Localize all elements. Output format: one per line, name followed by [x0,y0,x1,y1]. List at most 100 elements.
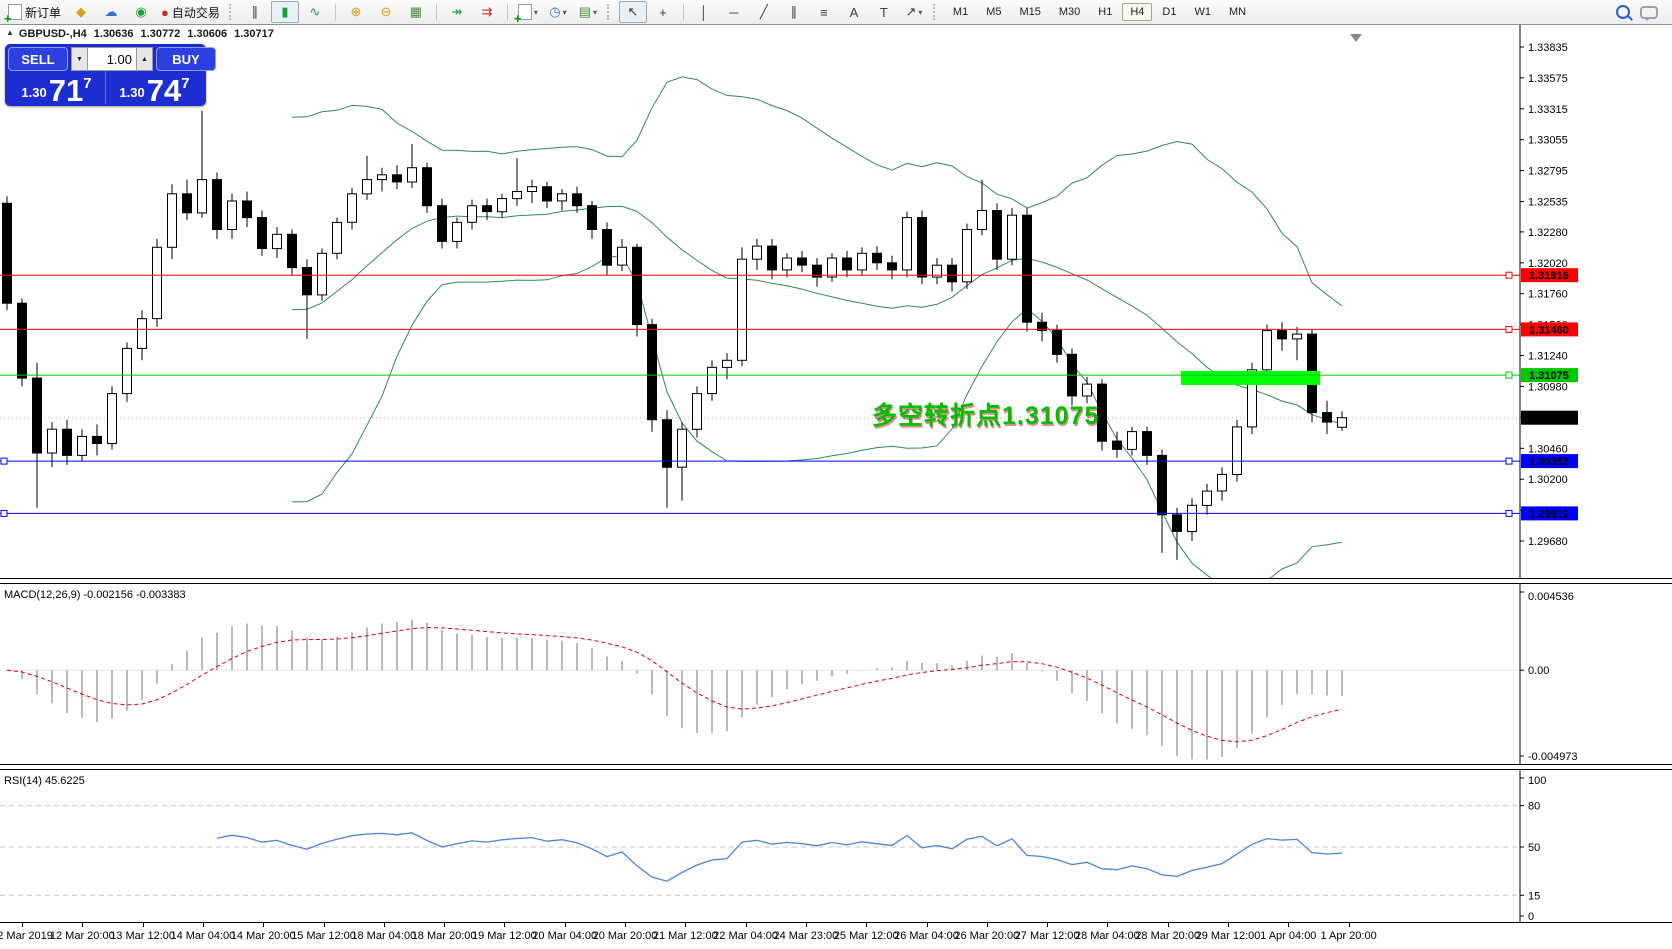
trendline-button[interactable]: ╱ [750,1,778,23]
current-price-tag: 1.30717 [1521,410,1578,425]
candle [182,193,192,214]
timeframe-m1[interactable]: M1 [952,6,969,18]
periods-button[interactable]: ◷ ▾ [544,1,572,23]
timeframe-m5[interactable]: M5 [986,6,1002,18]
candle [1247,369,1257,428]
text-label-button[interactable]: T [870,1,898,23]
volume-input[interactable] [88,47,136,71]
fibonacci-button[interactable]: ≡ [810,1,838,23]
line-handle[interactable] [0,457,8,465]
svg-text:1.29912: 1.29912 [1529,508,1569,520]
candle [257,217,267,250]
bollinger-upper-band[interactable] [291,76,1343,307]
arrows-button[interactable]: ↗ ▾ [900,1,928,23]
zoom-out-button[interactable]: ⊖ [372,1,400,23]
community-button[interactable]: ☁ [97,1,125,23]
candle [887,262,897,271]
candle [1127,431,1137,450]
time-tick [82,923,84,927]
vertical-line-button[interactable]: │ [690,1,718,23]
chart-annotation-text[interactable]: 多空转折点1.31075 [872,402,1100,430]
chart-shift-marker[interactable] [1350,34,1362,42]
candle [467,205,477,223]
templates-button[interactable]: ▤ ▾ [574,1,602,23]
timeframe-h4[interactable]: H4 [1122,3,1153,21]
autotrade-button[interactable]: ● 自动交易 [157,1,224,23]
candlestick-chart-button[interactable]: ▮ [270,1,299,23]
timeframe-h1[interactable]: H1 [1098,6,1113,18]
time-tick-label: 1 Apr 20:00 [1320,930,1377,942]
bollinger-middle-band[interactable] [291,205,1343,425]
cursor-button[interactable]: ↖ [618,1,647,23]
zoom-in-button[interactable]: ⊕ [342,1,370,23]
ohlc-open: 1.30636 [93,28,134,40]
candle [617,246,627,266]
highlight-rectangle[interactable] [1181,371,1320,385]
auto-scroll-button[interactable]: ↠ [443,1,471,23]
sell-button[interactable]: SELL [8,47,68,71]
buy-price[interactable]: 1.30 74 7 [119,73,190,108]
time-tick-label: 12 Mar 2019 [0,930,53,942]
horizontal-line-button[interactable]: ─ [720,1,748,23]
time-tick [142,923,144,927]
bollinger-lower-band[interactable] [291,255,1343,578]
candle [1322,412,1332,423]
timeframe-mn[interactable]: MN [1228,6,1247,18]
timeframe-m30[interactable]: M30 [1058,6,1081,18]
candle [317,252,327,296]
channel-button[interactable]: ∥ [780,1,808,23]
text-button[interactable]: A [840,1,868,23]
line-handle[interactable] [1505,509,1513,517]
collapse-icon[interactable]: ▲ [6,28,14,37]
timeframe-w1[interactable]: W1 [1194,6,1211,18]
time-tick [504,923,506,927]
line-handle[interactable] [1505,457,1513,465]
candle [452,221,462,242]
search-icon[interactable] [1616,5,1630,19]
line-handle[interactable] [1505,325,1513,333]
svg-text:1.31075: 1.31075 [1529,370,1569,382]
market-button[interactable]: ◆ [67,1,95,23]
price-tick-label: 1.32020 [1528,258,1568,270]
bar-chart-button[interactable]: ∥ [241,1,269,23]
time-tick-label: 20 Mar 04:00 [532,930,598,942]
candle [407,167,417,183]
time-tick-label: 18 Mar 04:00 [351,930,417,942]
arrows-icon: ↗ [905,4,917,19]
timeframe-m15[interactable]: M15 [1019,6,1041,18]
candle [392,174,402,183]
panel-divider[interactable] [0,764,1672,770]
sell-price[interactable]: 1.30 71 7 [8,71,106,106]
time-tick [986,923,988,927]
candle [707,366,717,395]
indicators-button[interactable]: ▾ [514,1,542,24]
line-handle[interactable] [0,509,8,517]
buy-button[interactable]: BUY [156,47,216,71]
chart-shift-button[interactable]: ⇉ [473,1,501,23]
panel-divider[interactable] [0,578,1672,584]
candle [362,179,372,195]
time-tick [323,923,325,927]
time-tick-label: 28 Mar 20:00 [1135,930,1201,942]
ohlc-low: 1.30606 [187,28,228,40]
signals-button[interactable]: ◉ [127,1,155,23]
line-handle[interactable] [1505,271,1513,279]
line-chart-button[interactable]: ∿ [301,1,329,23]
candle [587,205,597,230]
candle [662,419,672,468]
symbol-info[interactable]: ▲ GBPUSD-,H4 1.30636 1.30772 1.30606 1.3… [6,28,274,40]
crosshair-button[interactable]: + [649,1,677,23]
timeframe-d1[interactable]: D1 [1162,6,1177,18]
new-order-button[interactable]: 新订单 [4,1,65,24]
macd-panel: 0.004536 0.00 -0.004973 MACD(12,26,9) -0.00… [0,584,1672,764]
tile-windows-button[interactable]: ▦ [402,1,430,23]
time-tick-label: 26 Mar 20:00 [954,930,1020,942]
line-handle[interactable] [1505,371,1513,379]
chat-icon[interactable] [1640,5,1658,21]
candle [782,257,792,271]
time-tick-label: 14 Mar 04:00 [170,930,236,942]
candle [332,221,342,254]
volume-decrease-button[interactable]: ▼ [71,47,88,71]
volume-increase-button[interactable]: ▲ [136,47,153,71]
